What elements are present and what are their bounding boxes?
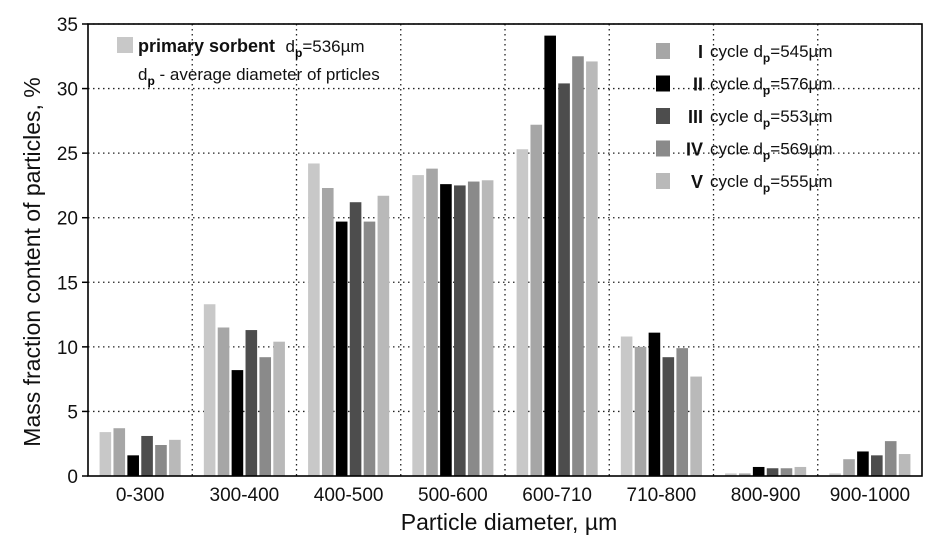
bar: [141, 435, 153, 476]
bar: [738, 473, 751, 476]
bar: [412, 175, 424, 476]
bar: [245, 330, 258, 476]
y-tick-label: 10: [57, 338, 78, 359]
legend-primary-note: dp - average diameter of prticles: [138, 65, 380, 88]
bar: [884, 441, 897, 476]
bar: [169, 439, 181, 476]
bar: [377, 195, 390, 476]
bar: [481, 180, 494, 476]
bar: [586, 61, 598, 477]
bar: [516, 149, 529, 477]
y-tick-label: 20: [57, 209, 78, 230]
bar: [231, 370, 244, 476]
bar: [676, 348, 689, 476]
legend-cycle-label: cycle dp=569µm: [710, 140, 833, 163]
bar: [898, 454, 911, 476]
bar: [558, 83, 570, 477]
legend-primary: primary sorbent dp=536µm dp - average di…: [117, 36, 380, 88]
bar: [620, 336, 633, 476]
plot-frame: [87, 23, 923, 477]
x-tick-label: 710-800: [627, 485, 697, 506]
legend-cycle-number: III: [688, 107, 703, 127]
bar: [426, 168, 438, 476]
legend-swatch: [656, 173, 670, 189]
bar: [752, 466, 765, 476]
x-tick-label: 600-710: [522, 485, 592, 506]
bar: [259, 357, 272, 476]
bar: [634, 346, 647, 476]
bar: [572, 56, 584, 477]
y-tick-label: 30: [57, 80, 78, 101]
axes: [82, 23, 923, 477]
x-axis-title: Particle diameter, µm: [401, 509, 618, 535]
bar: [203, 304, 216, 476]
bars: [99, 35, 911, 477]
y-axis-title: Mass fraction content of particles, %: [19, 77, 45, 446]
bar: [113, 428, 126, 476]
y-tick-label: 35: [57, 15, 78, 36]
bar: [648, 332, 661, 476]
y-tick-label: 0: [67, 467, 78, 488]
legend-cycle-label: cycle dp=545µm: [710, 42, 833, 65]
bar: [690, 376, 702, 476]
legend-swatch: [656, 108, 670, 124]
bar: [843, 459, 855, 476]
legend-cycle-label: cycle dp=555µm: [710, 172, 833, 195]
bar: [127, 455, 139, 476]
y-tick-label: 15: [57, 273, 78, 294]
bar: [155, 445, 167, 476]
bar: [662, 357, 675, 476]
bar: [321, 188, 334, 477]
x-tick-label: 0-300: [116, 485, 165, 506]
bar: [857, 451, 869, 476]
bar: [780, 468, 793, 476]
legend-swatch: [656, 140, 670, 157]
y-tick-label: 25: [57, 144, 78, 165]
legend-cycle-label: cycle dp=576µm: [710, 75, 833, 98]
bar: [273, 341, 285, 476]
legend-cycle-number: IV: [686, 140, 703, 160]
bar: [440, 184, 452, 476]
bar: [363, 221, 376, 476]
legend-cycle-number: II: [693, 75, 703, 95]
legend-swatch-primary: [117, 37, 133, 53]
bar: [766, 468, 779, 476]
x-tick-label: 500-600: [418, 485, 488, 506]
bar: [217, 327, 230, 476]
y-tick-label: 5: [67, 402, 78, 423]
bar: [99, 432, 112, 476]
x-tick-label: 800-900: [731, 485, 801, 506]
tick-labels: 0 5 10 15 20 25 30 35 0-300 300-400 400-500 500-600…: [57, 15, 910, 506]
bar: [308, 163, 320, 476]
bar: [544, 35, 556, 476]
legend-primary-label: primary sorbent dp=536µm: [138, 36, 365, 60]
x-tick-label: 900-1000: [830, 485, 910, 506]
bar: [335, 221, 348, 476]
legend-cycle-label: cycle dp=553µm: [710, 107, 833, 130]
bar: [349, 202, 362, 476]
bar: [725, 473, 737, 476]
x-tick-label: 400-500: [314, 485, 384, 506]
bar: [871, 455, 883, 476]
bar: [454, 185, 466, 476]
bar: [794, 466, 807, 476]
bar: [829, 473, 841, 476]
legend-swatch: [656, 43, 670, 59]
x-tick-label: 300-400: [210, 485, 280, 506]
legend-cycle-number: V: [691, 172, 703, 192]
bar: [530, 124, 543, 476]
legend-swatch: [656, 75, 670, 92]
legend-cycle-number: I: [698, 42, 703, 62]
bar: [467, 181, 480, 476]
